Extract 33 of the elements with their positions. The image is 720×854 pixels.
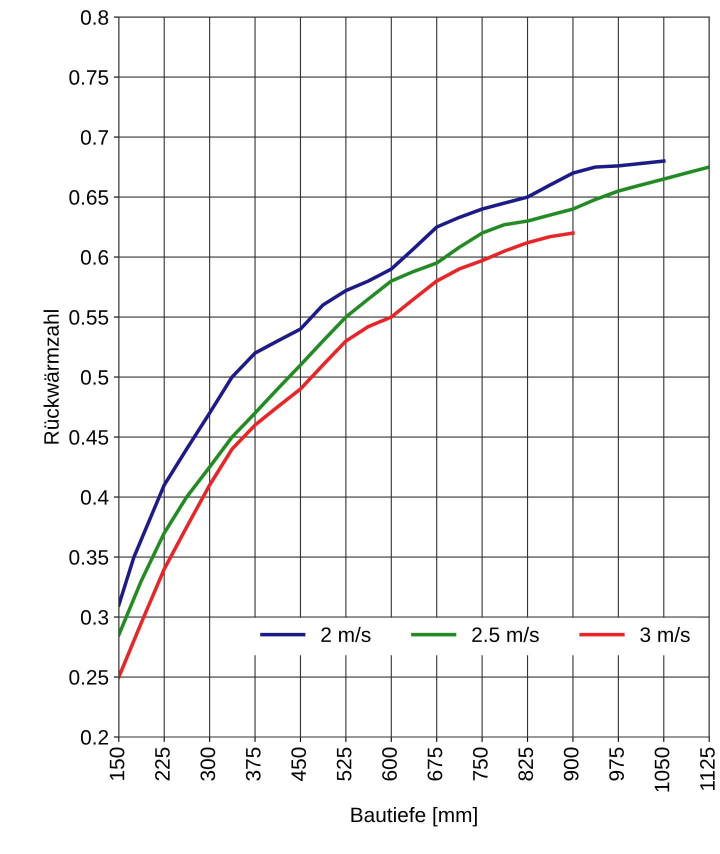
- y-axis-title: Rückwärmzahl: [44, 310, 59, 444]
- x-axis-title: Bautiefe [mm]: [351, 806, 477, 826]
- line-series: [118, 231, 575, 679]
- legend-label: 2 m/s: [321, 626, 370, 642]
- x-tick-label: 675: [428, 748, 442, 780]
- legend-label: 2.5 m/s: [472, 626, 539, 642]
- x-tick-label: 225: [155, 748, 170, 780]
- y-tick-label: 0.55: [69, 310, 108, 325]
- x-tick-label: 975: [609, 748, 624, 781]
- x-tick-label: 1125: [700, 748, 715, 790]
- y-tick-label: 0.8: [80, 10, 108, 25]
- y-tick-label: 0.65: [69, 190, 108, 205]
- x-tick-label: 600: [382, 748, 397, 780]
- x-tick-label: 450: [291, 748, 306, 781]
- x-tick-label: 150: [110, 748, 124, 780]
- y-tick-label: 0.7: [80, 130, 108, 145]
- x-tick-label: 900: [564, 748, 579, 781]
- y-tick-label: 0.2: [80, 730, 108, 745]
- y-tick-label: 0.25: [69, 670, 108, 685]
- y-tick-label: 0.4: [80, 490, 108, 505]
- x-tick-label: 1050: [654, 748, 670, 792]
- x-tick-label: 375: [246, 748, 261, 781]
- y-tick-label: 0.5: [80, 370, 108, 385]
- y-tick-label: 0.75: [69, 70, 108, 85]
- y-tick-label: 0.3: [80, 610, 108, 625]
- y-tick-label: 0.45: [69, 430, 108, 445]
- x-tick-label: 825: [518, 748, 534, 781]
- y-tick-label: 0.35: [69, 550, 108, 565]
- y-tick-label: 0.6: [80, 250, 108, 265]
- x-tick-label: 300: [200, 748, 216, 781]
- x-tick-label: 750: [472, 748, 488, 780]
- legend-label: 3 m/s: [640, 626, 690, 642]
- x-tick-label: 525: [336, 748, 352, 781]
